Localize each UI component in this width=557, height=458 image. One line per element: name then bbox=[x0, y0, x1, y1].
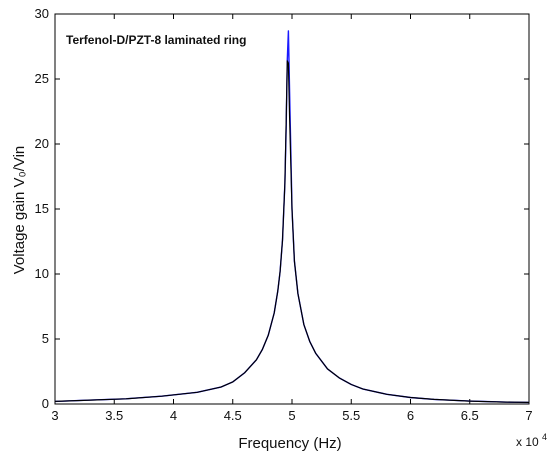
x-tick-label: 4.5 bbox=[224, 408, 242, 423]
y-tick-label: 15 bbox=[35, 201, 49, 216]
x-axis-multiplier: x 10 4 bbox=[516, 432, 547, 449]
x-tick-label: 5.5 bbox=[342, 408, 360, 423]
y-tick-label: 20 bbox=[35, 136, 49, 151]
y-tick-label: 5 bbox=[42, 331, 49, 346]
y-axis-ticks: 0 5 10 15 20 25 30 bbox=[35, 6, 529, 411]
x-tick-label: 6.5 bbox=[461, 408, 479, 423]
annotation: Terfenol-D/PZT-8 laminated ring bbox=[66, 33, 246, 47]
x-axis-title: Frequency (Hz) bbox=[238, 435, 341, 452]
y-tick-label: 10 bbox=[35, 266, 49, 281]
y-tick-label: 25 bbox=[35, 71, 49, 86]
y-tick-label: 0 bbox=[42, 396, 49, 411]
x-tick-label: 5 bbox=[288, 408, 295, 423]
series-layer bbox=[54, 30, 530, 404]
x-multiplier-base: x 10 bbox=[516, 435, 539, 449]
x-tick-label: 3 bbox=[51, 408, 58, 423]
x-multiplier-exponent: 4 bbox=[542, 432, 547, 442]
series-line-2 bbox=[54, 60, 530, 403]
x-axis-ticks: 3 3.5 4 4.5 5 5.5 6 6.5 7 bbox=[51, 14, 533, 423]
x-tick-label: 6 bbox=[407, 408, 414, 423]
y-tick-label: 30 bbox=[35, 6, 49, 21]
y-axis-title: Voltage gain V₀/Vin bbox=[11, 146, 28, 275]
x-tick-label: 3.5 bbox=[105, 408, 123, 423]
x-tick-label: 7 bbox=[525, 408, 532, 423]
x-tick-label: 4 bbox=[170, 408, 177, 423]
